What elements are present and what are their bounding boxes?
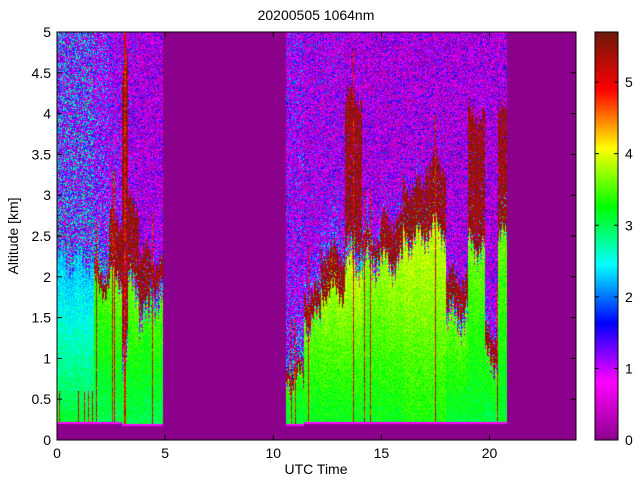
y-tick-label: 0.5: [32, 391, 52, 407]
heatmap-image: [57, 32, 576, 440]
x-tick-label: 15: [374, 445, 390, 461]
colorbar-tick-label: 2: [625, 289, 633, 305]
colorbar-tick-label: 5: [625, 74, 633, 90]
x-tick-label: 0: [53, 445, 61, 461]
y-tick-label: 2.5: [32, 228, 52, 244]
colorbar-ticks: 0 1 2 3 4 5: [595, 74, 633, 448]
colorbar-tick-label: 4: [625, 146, 633, 162]
colorbar-tick-label: 3: [625, 217, 633, 233]
y-tick-label: 2: [43, 269, 51, 285]
y-tick-label: 1: [43, 350, 51, 366]
y-tick-label: 3: [43, 187, 51, 203]
y-tick-label: 3.5: [32, 146, 52, 162]
y-tick-label: 1.5: [32, 310, 52, 326]
colorbar-tick-label: 0: [625, 432, 633, 448]
x-tick-label: 20: [482, 445, 498, 461]
x-axis-ticks: 0 5 10 15 20: [53, 32, 497, 461]
x-tick-label: 10: [265, 445, 281, 461]
y-tick-label: 0: [43, 432, 51, 448]
y-tick-label: 5: [43, 24, 51, 40]
y-tick-label: 4: [43, 106, 51, 122]
colorbar: [594, 31, 619, 441]
x-axis-label: UTC Time: [285, 461, 348, 477]
y-axis-label: Altitude [km]: [5, 197, 21, 274]
y-axis-ticks: 0 0.5 1 1.5 2 2.5 3 3.5 4 4.5 5: [32, 24, 576, 448]
chart-title: 20200505 1064nm: [258, 7, 375, 23]
y-tick-label: 4.5: [32, 65, 52, 81]
x-tick-label: 5: [161, 445, 169, 461]
colorbar-tick-label: 1: [625, 360, 633, 376]
